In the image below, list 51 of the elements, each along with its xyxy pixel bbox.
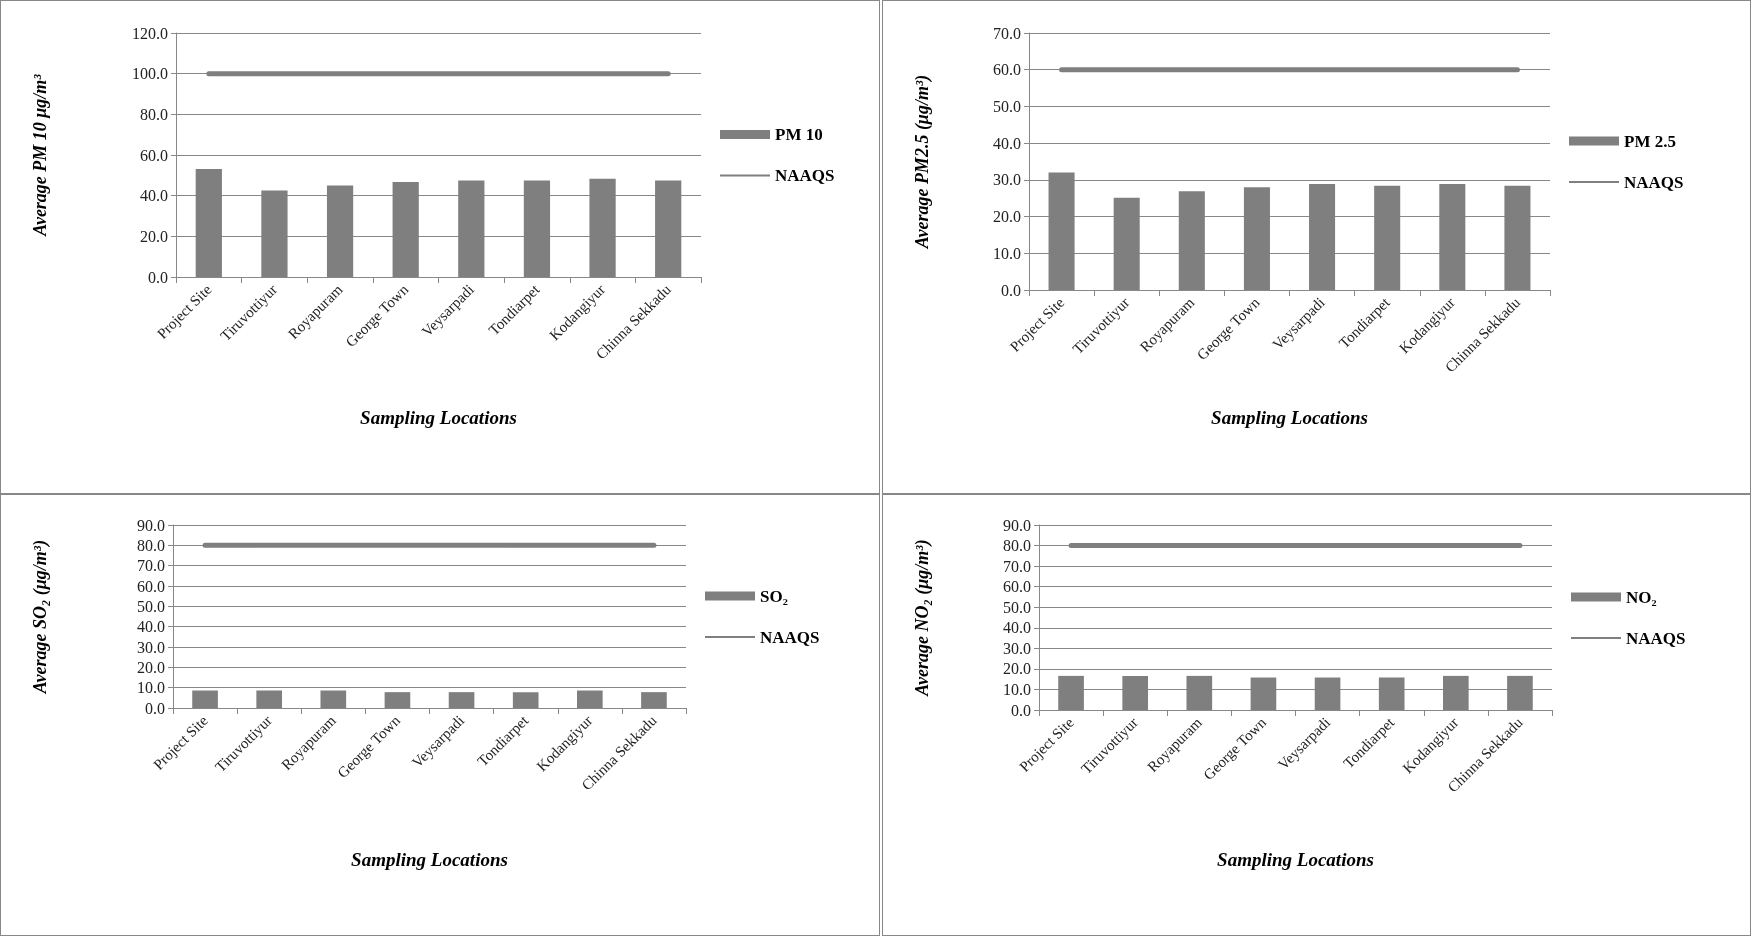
legend-label: NAAQS <box>1624 172 1684 192</box>
x-axis-title: Sampling Locations <box>1217 849 1374 870</box>
legend-label: PM 10 <box>775 125 823 144</box>
y-axis-title: Average SO₂ (μg/m³) <box>30 539 51 695</box>
y-tick-label: 10.0 <box>993 244 1021 262</box>
y-tick-label: 60.0 <box>1003 578 1031 596</box>
y-tick-label: 40.0 <box>993 134 1021 152</box>
y-tick-label: 50.0 <box>137 597 165 615</box>
y-tick-label: 70.0 <box>137 557 165 575</box>
y-tick-label: 50.0 <box>1003 598 1031 616</box>
y-tick-label: 80.0 <box>1003 537 1031 555</box>
y-tick-label: 80.0 <box>137 536 165 554</box>
y-tick-label: 80.0 <box>140 105 168 123</box>
legend-label: SO₂ <box>760 586 788 606</box>
y-tick-label: 40.0 <box>1003 619 1031 637</box>
y-tick-label: 30.0 <box>993 171 1021 189</box>
x-axis-title: Sampling Locations <box>1211 407 1368 428</box>
y-tick-label: 20.0 <box>137 658 165 676</box>
y-tick-label: 40.0 <box>137 618 165 636</box>
y-tick-label: 0.0 <box>1001 281 1021 299</box>
y-tick-label: 20.0 <box>140 227 168 245</box>
x-axis-title: Sampling Locations <box>360 407 517 428</box>
y-tick-label: 100.0 <box>132 65 168 83</box>
y-tick-label: 20.0 <box>1003 660 1031 678</box>
y-tick-label: 50.0 <box>993 97 1021 115</box>
y-tick-label: 30.0 <box>137 638 165 656</box>
y-tick-label: 90.0 <box>1003 516 1031 534</box>
y-tick-label: 0.0 <box>145 699 165 717</box>
y-tick-label: 20.0 <box>993 208 1021 226</box>
y-tick-label: 0.0 <box>1011 701 1031 719</box>
y-tick-label: 90.0 <box>137 516 165 534</box>
y-tick-label: 60.0 <box>993 61 1021 79</box>
y-tick-label: 120.0 <box>132 24 168 42</box>
y-tick-label: 60.0 <box>140 146 168 164</box>
x-axis-title: Sampling Locations <box>351 849 508 870</box>
y-tick-label: 70.0 <box>993 24 1021 42</box>
y-tick-label: 10.0 <box>137 679 165 697</box>
y-tick-label: 70.0 <box>1003 557 1031 575</box>
legend-label: NAAQS <box>1626 628 1686 648</box>
y-tick-label: 60.0 <box>137 577 165 595</box>
y-tick-label: 0.0 <box>148 268 168 286</box>
legend-label: PM 2.5 <box>1624 131 1676 151</box>
y-tick-label: 40.0 <box>140 187 168 205</box>
legend-label: NAAQS <box>775 166 835 185</box>
legend-label: NAAQS <box>760 627 820 647</box>
legend-label: NO₂ <box>1626 587 1657 607</box>
y-tick-label: 10.0 <box>1003 680 1031 698</box>
y-axis-title: Average PM2.5 (μg/m³) <box>912 74 933 250</box>
y-tick-label: 30.0 <box>1003 639 1031 657</box>
y-axis-title: Average NO₂ (μg/m³) <box>912 539 933 697</box>
y-axis-title: Average PM 10 μg/m³ <box>30 73 50 237</box>
